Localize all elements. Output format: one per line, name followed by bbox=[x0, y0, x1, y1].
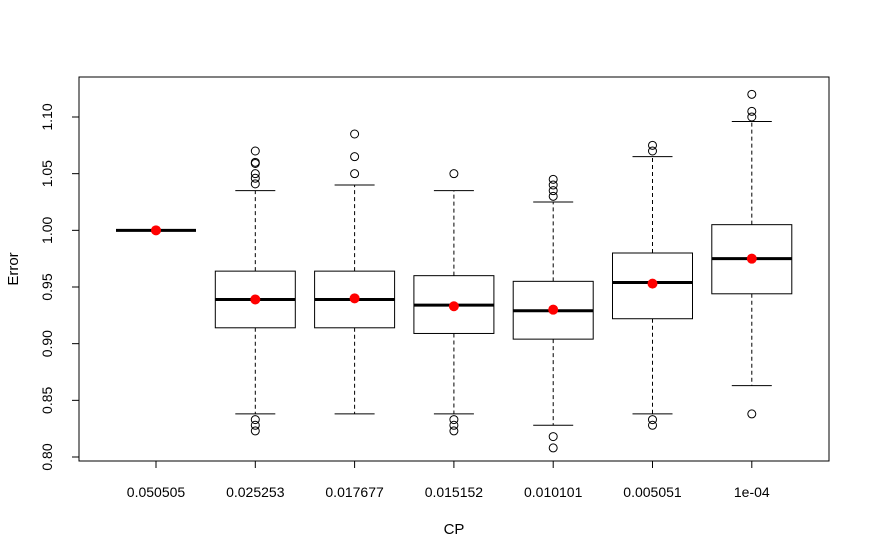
outlier-point bbox=[350, 129, 360, 139]
outlier-point bbox=[449, 426, 459, 436]
box-group bbox=[116, 225, 196, 236]
outlier-point bbox=[449, 415, 459, 425]
box-group bbox=[512, 174, 594, 453]
x-tick-label: 0.015152 bbox=[425, 484, 484, 500]
outlier-point bbox=[250, 173, 260, 183]
mean-point bbox=[647, 278, 658, 289]
outlier-point bbox=[747, 89, 757, 99]
y-tick-label: 0.80 bbox=[39, 443, 55, 470]
mean-point bbox=[548, 304, 559, 315]
outlier-point bbox=[548, 432, 558, 442]
outlier-point bbox=[350, 169, 360, 179]
mean-point bbox=[250, 294, 261, 305]
outlier-point bbox=[747, 112, 757, 122]
outlier-point bbox=[648, 415, 657, 425]
outlier-point bbox=[449, 169, 459, 179]
y-axis: 0.80 0.85 0.90 0.95 1.00 1.05 1.10 bbox=[39, 103, 80, 471]
outlier-point bbox=[548, 174, 558, 184]
x-axis: 0.050505 0.025253 0.017677 0.015152 0.010101… bbox=[127, 460, 770, 500]
outlier-point bbox=[747, 409, 757, 419]
x-tick-label: 0.050505 bbox=[127, 484, 186, 500]
box-group bbox=[612, 140, 693, 430]
box-group bbox=[413, 169, 495, 436]
outlier-point bbox=[548, 186, 558, 196]
box-group bbox=[214, 146, 296, 436]
outlier-point bbox=[449, 420, 459, 430]
outlier-point bbox=[548, 443, 558, 453]
y-axis-title: Error bbox=[5, 252, 22, 285]
y-tick-label: 1.00 bbox=[39, 216, 55, 243]
outlier-point bbox=[250, 179, 260, 189]
x-tick-label: 0.017677 bbox=[325, 484, 384, 500]
box-group bbox=[711, 89, 793, 419]
outlier-point bbox=[747, 106, 757, 116]
outlier-point bbox=[250, 420, 260, 430]
outlier-point bbox=[250, 169, 260, 179]
y-tick-label: 1.05 bbox=[39, 160, 55, 187]
x-axis-title: CP bbox=[444, 521, 465, 538]
y-tick-label: 0.85 bbox=[39, 386, 55, 413]
x-tick-label: 0.005051 bbox=[623, 484, 682, 500]
outlier-point bbox=[548, 180, 558, 190]
outlier-point bbox=[250, 157, 260, 167]
outlier-point bbox=[648, 420, 657, 430]
outlier-point bbox=[548, 191, 558, 201]
y-tick-label: 0.90 bbox=[39, 330, 55, 357]
box-group bbox=[314, 129, 396, 415]
mean-point bbox=[349, 293, 360, 304]
outlier-point bbox=[250, 146, 260, 156]
mean-point bbox=[448, 301, 459, 312]
mean-point bbox=[151, 225, 161, 236]
mean-point bbox=[746, 253, 757, 264]
x-tick-label: 0.010101 bbox=[524, 484, 583, 500]
outlier-point bbox=[250, 426, 260, 436]
outlier-point bbox=[350, 152, 360, 162]
outlier-point bbox=[648, 146, 657, 156]
outlier-point bbox=[648, 140, 657, 150]
y-tick-label: 0.95 bbox=[39, 273, 55, 300]
y-tick-label: 1.10 bbox=[39, 103, 55, 130]
outlier-point bbox=[250, 415, 260, 425]
x-tick-label: 1e-04 bbox=[734, 484, 770, 500]
boxes-group bbox=[116, 89, 793, 453]
x-tick-label: 0.025253 bbox=[226, 484, 285, 500]
